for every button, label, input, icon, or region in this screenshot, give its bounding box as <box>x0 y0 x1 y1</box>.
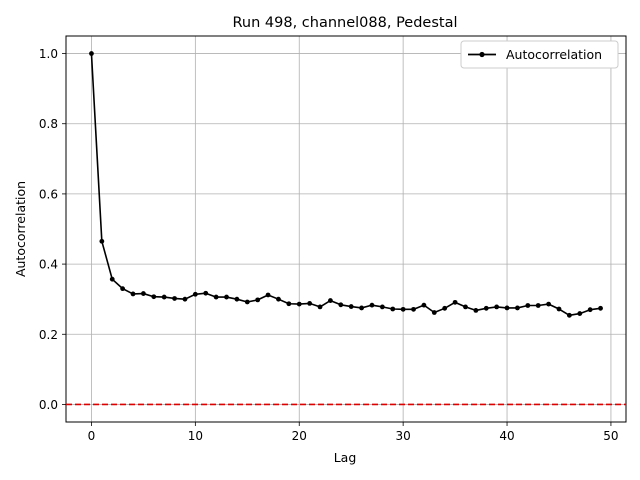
data-point <box>286 301 292 307</box>
x-axis-label: Lag <box>334 450 357 465</box>
data-point <box>203 290 209 296</box>
data-point <box>504 305 510 311</box>
data-point <box>255 297 261 303</box>
data-point <box>566 312 572 318</box>
data-point <box>307 300 313 306</box>
data-point <box>244 299 250 305</box>
chart-title: Run 498, channel088, Pedestal <box>232 15 457 31</box>
data-point <box>265 292 271 298</box>
legend-label: Autocorrelation <box>506 47 602 62</box>
data-point <box>161 294 167 300</box>
data-point <box>400 306 406 312</box>
y-tick-label: 1.0 <box>39 47 58 61</box>
data-point <box>525 303 531 308</box>
x-tick-label: 0 <box>88 429 96 443</box>
data-point <box>276 296 281 302</box>
data-point <box>192 291 198 297</box>
y-tick-label: 0.6 <box>39 187 58 201</box>
data-point <box>577 311 583 316</box>
plot-area <box>66 51 626 406</box>
y-tick-label: 0.8 <box>39 117 58 131</box>
data-point <box>369 302 375 308</box>
data-point <box>535 303 541 308</box>
y-tick-label: 0.0 <box>39 398 58 412</box>
data-point <box>473 308 479 313</box>
data-point <box>587 307 593 313</box>
data-point <box>182 296 188 302</box>
y-tick-label: 0.2 <box>39 328 58 342</box>
data-point <box>328 298 333 303</box>
data-point <box>483 305 489 311</box>
data-point <box>411 306 416 312</box>
x-tick-label: 40 <box>499 429 514 443</box>
data-point <box>494 304 500 310</box>
x-tick-label: 50 <box>603 429 618 443</box>
data-point <box>348 304 354 309</box>
data-point <box>379 304 385 310</box>
data-point <box>452 299 458 305</box>
data-point <box>99 238 105 244</box>
data-point <box>515 305 520 311</box>
data-point <box>317 304 323 310</box>
legend: Autocorrelation <box>460 40 619 69</box>
data-point <box>234 296 240 302</box>
plot-frame <box>65 35 627 423</box>
x-tick-label: 10 <box>188 429 203 443</box>
data-point <box>431 310 437 315</box>
data-point <box>296 301 302 307</box>
data-point <box>390 306 396 312</box>
x-tick-label: 20 <box>292 429 307 443</box>
data-point <box>442 305 448 311</box>
legend-marker-swatch <box>479 51 485 58</box>
data-point <box>556 306 562 312</box>
legend-box <box>460 40 619 69</box>
data-point <box>89 51 94 56</box>
data-point <box>359 305 364 311</box>
axes: 0 10 20 30 40 50 0.0 0.2 0.4 0.6 0.8 1.0 <box>39 35 627 443</box>
data-point <box>338 302 344 308</box>
data-point <box>141 291 146 296</box>
data-point <box>546 301 551 307</box>
data-point <box>463 304 468 310</box>
y-tick-label: 0.4 <box>39 258 58 272</box>
x-tick-label: 30 <box>396 429 411 443</box>
data-point <box>130 291 136 297</box>
data-point <box>120 286 126 292</box>
y-axis-label: Autocorrelation <box>13 181 28 277</box>
data-point <box>598 305 603 311</box>
data-point <box>172 296 177 301</box>
data-point <box>109 276 115 282</box>
data-point <box>213 294 219 300</box>
data-point <box>421 302 427 308</box>
data-point <box>224 294 229 300</box>
data-point <box>151 294 157 300</box>
